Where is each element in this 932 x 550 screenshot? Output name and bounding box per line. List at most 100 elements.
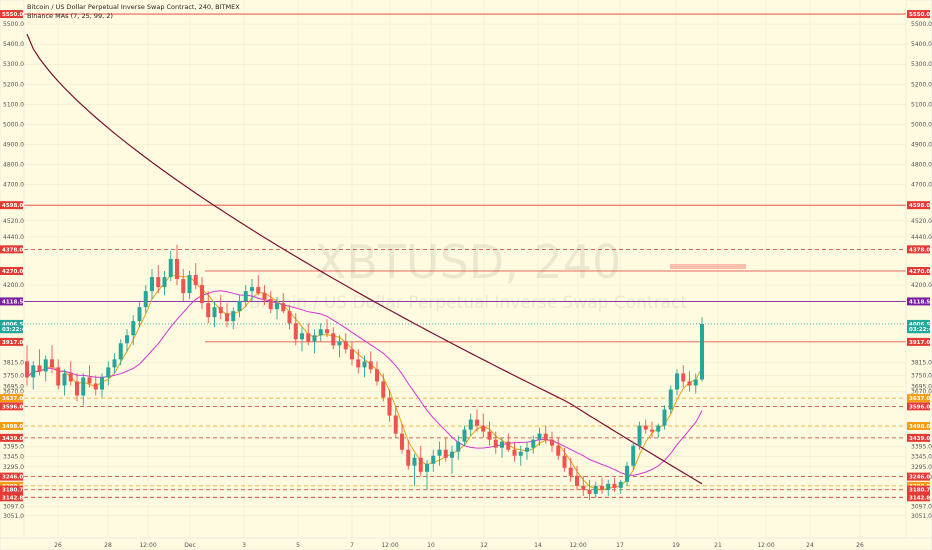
ma25-line bbox=[26, 290, 703, 476]
candle-body bbox=[431, 455, 436, 464]
candle-body bbox=[43, 359, 48, 372]
candle-body bbox=[187, 275, 192, 294]
candle-body bbox=[650, 429, 654, 432]
candlestick-series bbox=[25, 244, 704, 500]
candle-body bbox=[693, 379, 698, 386]
right-price-tag: 3498.0 bbox=[907, 422, 930, 431]
svg-text:3439.0: 3439.0 bbox=[909, 436, 930, 442]
candle-body bbox=[587, 489, 592, 494]
candle-body bbox=[375, 369, 379, 382]
candle-body bbox=[581, 485, 586, 490]
left-price-tag: 3498.0 bbox=[0, 422, 23, 431]
candle-body bbox=[531, 439, 536, 448]
candle-body bbox=[418, 457, 423, 472]
candle-body bbox=[618, 481, 623, 488]
watermark-symbol: XBTUSD, 240 bbox=[315, 235, 622, 289]
candle-body bbox=[556, 445, 561, 456]
candle-body bbox=[100, 377, 104, 390]
right-tick-label: 3815.0 bbox=[911, 359, 932, 366]
candle-body bbox=[500, 441, 504, 448]
left-tick-label: 4440.0 bbox=[3, 234, 24, 241]
svg-text:3637.0: 3637.0 bbox=[2, 396, 23, 402]
candle-body bbox=[312, 335, 317, 342]
left-tick-label: 5300.0 bbox=[3, 61, 24, 68]
left-tick-label: 4800.0 bbox=[3, 162, 24, 169]
right-tick-label: 3097.0 bbox=[911, 504, 932, 511]
svg-text:4598.0: 4598.0 bbox=[909, 203, 930, 209]
left-price-tag: 4598.0 bbox=[0, 201, 23, 210]
svg-text:3637.0: 3637.0 bbox=[909, 396, 930, 402]
left-tick-label: 3670.0 bbox=[3, 388, 24, 395]
candle-body bbox=[362, 361, 367, 368]
highlight-zone bbox=[670, 264, 746, 269]
time-tick-label: 7 bbox=[350, 542, 354, 549]
candle-body bbox=[112, 359, 117, 368]
left-tick-label: 3295.0 bbox=[3, 464, 24, 471]
time-tick-label: 19 bbox=[672, 542, 680, 549]
left-tick-label: 4700.0 bbox=[3, 182, 24, 189]
candle-body bbox=[93, 383, 98, 390]
candle-body bbox=[493, 439, 498, 448]
candle-body bbox=[518, 451, 523, 456]
symbol-title: Bitcoin / US Dollar Perpetual Inverse Sw… bbox=[27, 3, 240, 11]
svg-text:3180.7: 3180.7 bbox=[2, 488, 23, 494]
svg-text:3180.7: 3180.7 bbox=[909, 488, 930, 494]
candle-body bbox=[637, 425, 642, 446]
right-price-tag: 3180.7 bbox=[907, 485, 930, 494]
candle-body bbox=[293, 323, 298, 340]
left-price-tag: 3637.0 bbox=[0, 394, 23, 403]
left-tick-label: 4200.0 bbox=[3, 282, 24, 289]
candle-body bbox=[425, 463, 429, 472]
svg-text:4118.5: 4118.5 bbox=[2, 299, 23, 305]
candle-body bbox=[631, 445, 636, 466]
svg-text:3142.8: 3142.8 bbox=[2, 495, 23, 501]
candle-body bbox=[168, 258, 173, 278]
candle-body bbox=[350, 349, 354, 360]
time-tick-label: 17 bbox=[616, 542, 624, 549]
candle-body bbox=[550, 439, 554, 446]
candle-body bbox=[606, 483, 611, 490]
candle-body bbox=[525, 447, 529, 452]
right-price-tag: 3142.8 bbox=[907, 493, 930, 502]
candle-body bbox=[231, 311, 236, 322]
svg-text:4118.5: 4118.5 bbox=[909, 299, 930, 305]
time-tick-label: 12 bbox=[480, 542, 488, 549]
time-tick-label: 26 bbox=[54, 542, 62, 549]
candle-body bbox=[600, 485, 604, 490]
candle-body bbox=[406, 449, 411, 466]
right-tick-label: 4520.0 bbox=[911, 218, 932, 225]
candle-body bbox=[175, 258, 179, 280]
left-tick-label: 3097.0 bbox=[3, 504, 24, 511]
candle-body bbox=[687, 381, 692, 386]
time-tick-label: 14 bbox=[534, 542, 542, 549]
right-tick-label: 5300.0 bbox=[911, 61, 932, 68]
svg-text:4270.0: 4270.0 bbox=[909, 269, 930, 275]
left-tick-label: 3345.0 bbox=[3, 454, 24, 461]
right-price-tag: 4006.5 bbox=[907, 319, 930, 328]
svg-text:3246.0: 3246.0 bbox=[909, 475, 930, 481]
ma99-line bbox=[26, 33, 703, 485]
left-tick-label: 5100.0 bbox=[3, 101, 24, 108]
candle-body bbox=[450, 451, 454, 458]
time-tick-label: 26 bbox=[856, 542, 864, 549]
time-tick-label: 5 bbox=[296, 542, 300, 549]
svg-text:03:22:44: 03:22:44 bbox=[2, 327, 30, 333]
left-price-tag: 3246.0 bbox=[0, 472, 23, 481]
right-price-tag: 3637.0 bbox=[907, 394, 930, 403]
time-tick-label: 10 bbox=[427, 542, 435, 549]
candle-body bbox=[268, 299, 273, 310]
candle-body bbox=[700, 324, 704, 380]
candle-body bbox=[568, 467, 573, 476]
candle-body bbox=[50, 359, 54, 368]
right-tick-label: 4700.0 bbox=[911, 182, 932, 189]
candle-body bbox=[131, 321, 136, 336]
candle-body bbox=[56, 367, 61, 386]
svg-text:3439.0: 3439.0 bbox=[2, 436, 23, 442]
candle-body bbox=[681, 373, 686, 382]
candle-body bbox=[325, 329, 329, 334]
svg-text:3246.0: 3246.0 bbox=[2, 475, 23, 481]
candle-body bbox=[656, 425, 661, 432]
candle-body bbox=[237, 301, 242, 312]
